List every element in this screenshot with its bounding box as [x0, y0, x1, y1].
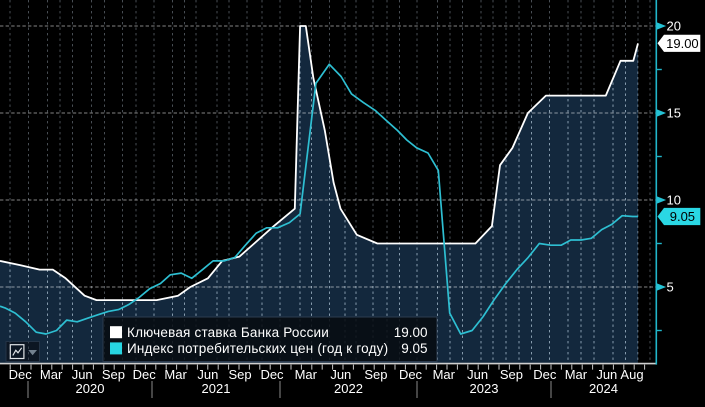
svg-text:19.00: 19.00	[666, 36, 699, 51]
svg-text:Sep: Sep	[500, 367, 523, 382]
svg-text:Mar: Mar	[433, 367, 456, 382]
svg-text:2024: 2024	[589, 381, 618, 396]
svg-text:15: 15	[667, 106, 681, 121]
svg-text:19.00: 19.00	[394, 325, 428, 340]
svg-text:Mar: Mar	[164, 367, 187, 382]
svg-text:Dec: Dec	[533, 367, 557, 382]
svg-text:Ключевая ставка Банка России: Ключевая ставка Банка России	[127, 325, 329, 340]
svg-text:Jun: Jun	[72, 367, 93, 382]
svg-text:5: 5	[667, 280, 674, 295]
svg-text:2022: 2022	[334, 381, 363, 396]
svg-text:Mar: Mar	[295, 367, 318, 382]
svg-text:Mar: Mar	[565, 367, 588, 382]
svg-text:Dec: Dec	[399, 367, 423, 382]
svg-text:Sep: Sep	[102, 367, 125, 382]
svg-text:Aug: Aug	[620, 367, 643, 382]
svg-text:Jun: Jun	[596, 367, 617, 382]
svg-text:9.05: 9.05	[401, 341, 427, 356]
svg-text:2023: 2023	[470, 381, 499, 396]
svg-text:Sep: Sep	[364, 367, 387, 382]
svg-text:Индекс потребительских цен (го: Индекс потребительских цен (год к году)	[127, 341, 388, 356]
svg-text:Jun: Jun	[197, 367, 218, 382]
svg-text:Sep: Sep	[229, 367, 252, 382]
svg-text:Mar: Mar	[40, 367, 63, 382]
svg-text:Dec: Dec	[260, 367, 284, 382]
svg-text:2021: 2021	[202, 381, 231, 396]
svg-text:2020: 2020	[76, 381, 105, 396]
svg-text:Dec: Dec	[9, 367, 33, 382]
svg-text:9.05: 9.05	[670, 209, 695, 224]
svg-text:Jun: Jun	[467, 367, 488, 382]
svg-text:20: 20	[667, 19, 681, 34]
svg-text:Dec: Dec	[133, 367, 157, 382]
svg-text:10: 10	[667, 193, 681, 208]
svg-text:Jun: Jun	[330, 367, 351, 382]
